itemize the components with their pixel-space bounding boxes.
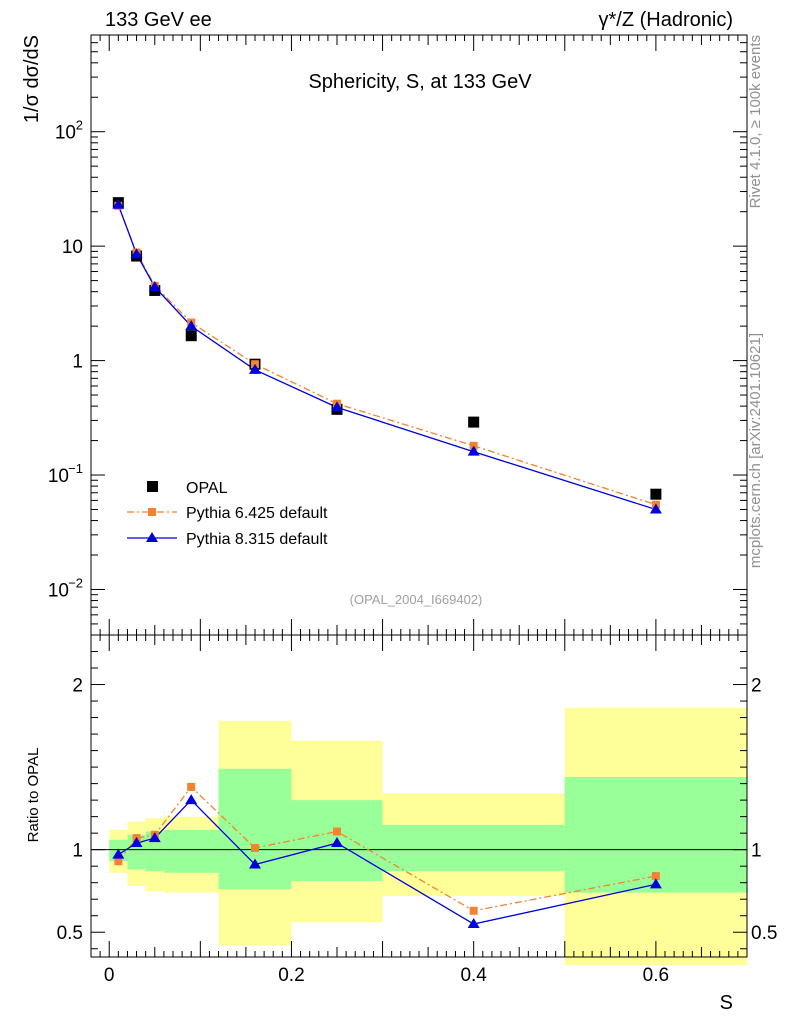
- ratio-point-pythia8: [148, 832, 161, 843]
- legend-marker-pythia6: [148, 508, 156, 516]
- band-green-3: [163, 829, 219, 873]
- data-point-pythia8: [467, 445, 480, 456]
- series-line-pythia8: [117, 204, 657, 511]
- legend-marker-pythia8: [146, 532, 158, 542]
- ratio-y-tick-label-left: 0.5: [57, 923, 83, 944]
- data-point-opal: [650, 488, 662, 500]
- x-tick-label: 0.6: [643, 965, 669, 986]
- ratio-point-pythia8: [112, 848, 125, 859]
- mcplots-source-note: mcplots.cern.ch [arXiv:2401.10621]: [747, 333, 764, 568]
- data-point-pythia8: [185, 320, 198, 331]
- x-tick-label: 0.2: [278, 965, 304, 986]
- band-green-6: [382, 824, 565, 872]
- main-y-tick-exponent: −2: [68, 575, 83, 590]
- legend-label-pythia8: Pythia 8.315 default: [186, 531, 328, 548]
- main-y-tick-exponent: 2: [76, 118, 83, 133]
- ratio-point-pythia8: [467, 917, 480, 928]
- main-y-tick-label: 1: [72, 352, 83, 373]
- ratio-y-tick-label-right: 1: [751, 841, 762, 862]
- main-y-tick-label: 10: [48, 580, 69, 601]
- ratio-point-pythia8: [249, 858, 261, 869]
- data-point-pythia8: [331, 401, 343, 412]
- header-left: 133 GeV ee: [105, 9, 212, 31]
- main-y-tick-label: 10: [48, 466, 69, 487]
- data-point-pythia8: [649, 503, 662, 514]
- ratio-point-pythia6: [251, 844, 259, 853]
- main-y-tick-label: 10: [55, 123, 76, 144]
- ratio-y-tick-label-left: 1: [72, 841, 83, 862]
- header-right: γ*/Z (Hadronic): [599, 9, 733, 31]
- ratio-point-pythia8: [649, 878, 662, 889]
- data-point-pythia8: [130, 248, 143, 259]
- main-y-tick-exponent: −1: [68, 461, 83, 476]
- ratio-point-pythia6: [187, 782, 196, 791]
- legend-label-opal: OPAL: [186, 480, 228, 497]
- ratio-point-pythia8: [130, 837, 143, 848]
- data-point-pythia8: [112, 198, 125, 209]
- rivet-version-note: Rivet 4.1.0, ≥ 100k events: [747, 35, 764, 208]
- main-panel-marks: [112, 197, 662, 514]
- legend-marker-opal: [147, 481, 158, 492]
- series-line-pythia6: [117, 205, 657, 506]
- chart-title: Sphericity, S, at 133 GeV: [308, 71, 532, 93]
- analysis-watermark: (OPAL_2004_I669402): [350, 592, 483, 607]
- uncertainty-bands: [109, 707, 747, 966]
- data-point-pythia8: [148, 280, 161, 291]
- ratio-point-pythia6: [333, 827, 341, 836]
- main-y-tick-label: 10: [62, 237, 83, 258]
- y-axis-label-ratio: Ratio to OPAL: [25, 748, 42, 843]
- band-green-4: [218, 768, 292, 890]
- data-point-opal: [468, 416, 480, 428]
- x-axis-label: S: [720, 992, 733, 1014]
- legend: OPAL Pythia 6.425 default Pythia 8.315 d…: [127, 480, 328, 548]
- data-point-opal: [185, 330, 197, 342]
- ratio-point-pythia8: [331, 837, 343, 848]
- y-axis-label-main: 1/σ dσ/dS: [21, 35, 43, 123]
- x-tick-label: 0: [104, 965, 115, 986]
- ratio-y-tick-label-right: 0.5: [751, 923, 777, 944]
- data-point-pythia8: [249, 363, 261, 374]
- ratio-point-pythia8: [185, 794, 198, 805]
- legend-label-pythia6: Pythia 6.425 default: [186, 505, 328, 522]
- ratio-point-pythia6: [651, 872, 660, 881]
- ratio-y-tick-label-right: 2: [751, 676, 762, 697]
- ratio-y-tick-label-left: 2: [72, 676, 83, 697]
- ratio-point-pythia6: [114, 857, 123, 866]
- ratio-point-pythia6: [469, 906, 478, 915]
- x-tick-label: 0.4: [460, 965, 487, 986]
- ratio-panel-marks: [91, 782, 747, 928]
- band-green-1: [127, 834, 146, 870]
